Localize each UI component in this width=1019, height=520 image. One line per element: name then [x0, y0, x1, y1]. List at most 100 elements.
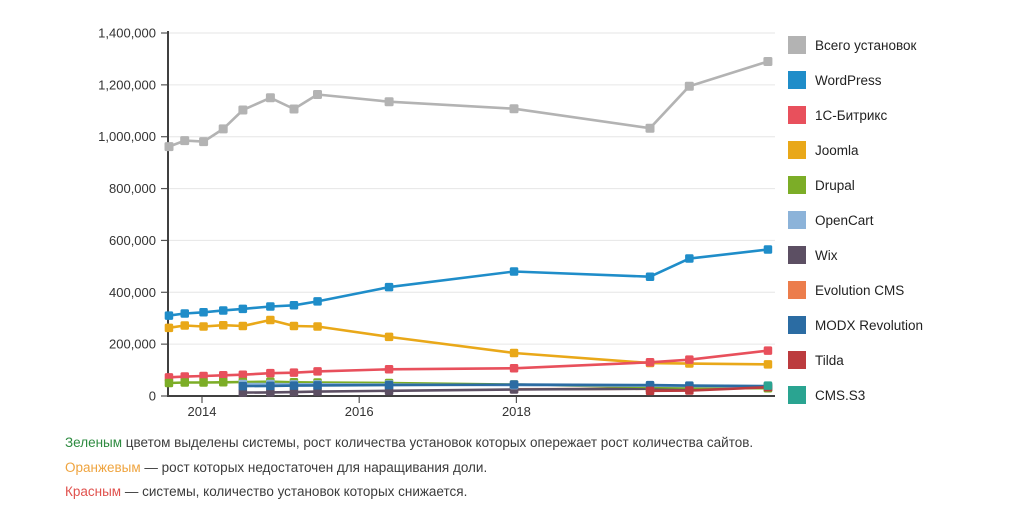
legend-label-wix: Wix: [815, 247, 838, 263]
data-point-marker: [384, 365, 394, 374]
data-point-marker: [313, 90, 322, 99]
data-point-marker: [313, 322, 322, 331]
y-tick-label: 1,000,000: [98, 129, 156, 144]
y-tick-label: 600,000: [109, 233, 156, 248]
data-point-marker: [219, 378, 228, 387]
data-point-marker: [180, 309, 189, 318]
legend-item-opencart[interactable]: OpenCart: [788, 211, 923, 229]
legend-item-tilda[interactable]: Tilda: [788, 351, 923, 369]
data-point-marker: [509, 104, 519, 114]
data-point-marker: [685, 386, 694, 395]
data-point-marker: [265, 93, 275, 103]
data-point-marker: [266, 381, 275, 391]
y-tick-label: 1,400,000: [98, 26, 156, 41]
data-point-marker: [763, 245, 773, 254]
legend-swatch-1с-битрикс: [788, 106, 806, 124]
data-point-marker: [199, 322, 208, 331]
y-tick-label: 400,000: [109, 285, 156, 300]
data-point-marker: [289, 301, 299, 310]
data-point-marker: [266, 302, 275, 311]
data-point-marker: [219, 306, 228, 315]
footer-note-1-lead: Зеленым: [65, 435, 123, 450]
legend-swatch-drupal: [788, 176, 806, 194]
y-tick-label: 200,000: [109, 337, 156, 352]
y-tick-label: 800,000: [109, 181, 156, 196]
legend-label-modx-revolution: MODX Revolution: [815, 317, 924, 333]
series-1с-битрикс: [164, 346, 773, 382]
x-tick-label: 2018: [502, 404, 531, 419]
y-tick-label: 1,200,000: [98, 77, 156, 92]
data-point-marker: [238, 388, 248, 397]
y-gridlines: [168, 32, 775, 345]
legend-swatch-wix: [788, 246, 806, 264]
x-axis-labels: 2014 2016 2018: [188, 396, 531, 419]
data-point-marker: [238, 304, 248, 314]
legend-item-joomla[interactable]: Joomla: [788, 141, 923, 159]
data-point-marker: [164, 323, 174, 333]
legend-label-drupal: Drupal: [815, 177, 855, 193]
footer-note-1: Зеленым цветом выделены системы, рост ко…: [65, 431, 995, 456]
legend-label-wordpress: WordPress: [815, 72, 882, 88]
series-wordpress: [164, 245, 773, 320]
series-всего-установок: [164, 57, 773, 152]
legend-label-cms-s3: CMS.S3: [815, 387, 866, 403]
data-point-marker: [763, 57, 773, 66]
axes: [167, 31, 775, 397]
legend-item-modx-revolution[interactable]: MODX Revolution: [788, 316, 923, 334]
y-tick-label: 0: [149, 389, 156, 404]
data-point-marker: [289, 387, 299, 397]
data-point-marker: [384, 380, 394, 390]
legend-swatch-tilda: [788, 351, 806, 369]
data-point-marker: [180, 378, 189, 387]
legend-swatch-opencart: [788, 211, 806, 229]
legend-item-wordpress[interactable]: WordPress: [788, 71, 923, 89]
data-point-marker: [763, 346, 773, 355]
footer-note-1-text: цветом выделены системы, рост количества…: [122, 435, 754, 450]
footer-note-2-lead: Оранжевым: [65, 459, 141, 475]
legend-label-всего-установок: Всего установок: [815, 37, 917, 53]
data-point-marker: [645, 358, 655, 367]
data-point-marker: [199, 371, 208, 381]
cms-installations-chart: 0 200,000 400,000 600,000 800,000 1,000,000 1,…: [98, 26, 775, 419]
data-point-marker: [684, 81, 694, 91]
data-point-marker: [266, 315, 275, 325]
legend-item-cms-s3[interactable]: CMS.S3: [788, 386, 923, 404]
data-point-marker: [313, 381, 322, 390]
data-point-marker: [645, 123, 655, 133]
legend-item-1с-битрикс[interactable]: 1С-Битрикс: [788, 106, 923, 124]
data-point-marker: [199, 378, 208, 387]
footer-note-2: Оранжевым — рост которых недостаточен дл…: [65, 456, 995, 481]
legend-label-1с-битрикс: 1С-Битрикс: [815, 107, 888, 123]
footer-note-3: Красным — системы, количество установок …: [65, 480, 995, 505]
legend-swatch-modx-revolution: [788, 316, 806, 334]
legend-swatch-evolution-cms: [788, 281, 806, 299]
data-point-marker: [164, 378, 174, 388]
data-point-marker: [219, 321, 228, 330]
data-point-marker: [685, 254, 694, 263]
legend-item-wix[interactable]: Wix: [788, 246, 923, 264]
chart-area: 0 200,000 400,000 600,000 800,000 1,000,000 1,…: [98, 26, 923, 420]
data-point-marker: [509, 364, 519, 373]
data-point-marker: [266, 388, 275, 397]
data-point-marker: [180, 321, 189, 330]
data-point-marker: [685, 355, 694, 364]
data-point-marker: [164, 142, 174, 152]
data-point-marker: [199, 137, 209, 147]
footer-note-2-text: — рост которых недостаточен для наращива…: [140, 459, 488, 475]
data-point-marker: [763, 381, 773, 390]
data-point-marker: [289, 368, 299, 377]
data-point-marker: [238, 321, 248, 331]
data-point-marker: [266, 368, 275, 378]
legend-swatch-wordpress: [788, 71, 806, 89]
legend-item-всего-установок[interactable]: Всего установок: [788, 36, 923, 54]
data-point-marker: [164, 311, 174, 320]
x-tick-label: 2016: [345, 404, 374, 419]
legend-item-evolution-cms[interactable]: Evolution CMS: [788, 281, 923, 299]
data-point-marker: [199, 308, 208, 317]
data-point-marker: [384, 332, 394, 342]
legend-item-drupal[interactable]: Drupal: [788, 176, 923, 194]
data-point-marker: [384, 282, 394, 292]
data-point-marker: [289, 104, 299, 114]
legend-swatch-всего-установок: [788, 36, 806, 54]
